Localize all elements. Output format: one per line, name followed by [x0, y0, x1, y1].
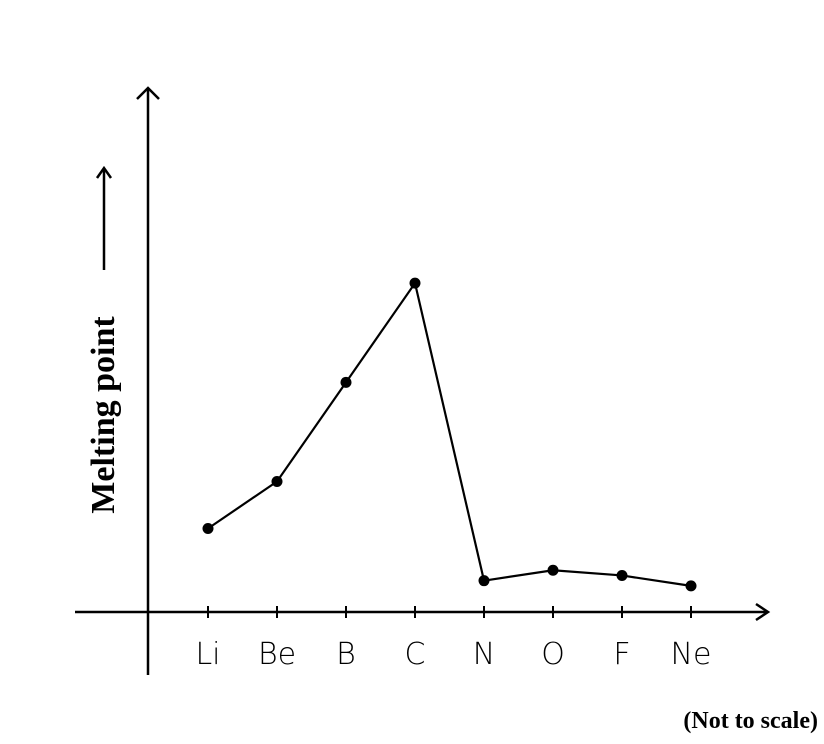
point: [271, 476, 283, 487]
x-tick-label: Be: [258, 637, 296, 672]
axes: [75, 86, 771, 675]
x-tick-label: Ne: [671, 637, 712, 672]
x-tick-label: O: [541, 637, 565, 672]
point: [202, 522, 214, 534]
x-tick-label: B: [336, 637, 356, 672]
point: [478, 575, 490, 587]
point: [340, 376, 352, 388]
x-tick-label: F: [613, 637, 630, 672]
x-axis-arrow: [755, 602, 771, 622]
point: [685, 580, 697, 592]
line: [207, 280, 692, 587]
label-arrow-head: [95, 165, 113, 179]
x-tick-label: C: [405, 637, 426, 672]
point: [409, 277, 421, 289]
x-tick-label: Li: [195, 637, 220, 672]
y-axis-arrow: [136, 86, 160, 100]
x-tick-label: N: [473, 637, 495, 672]
y-axis-label: Melting point: [85, 316, 122, 514]
point: [547, 564, 559, 576]
annotation: (Not to scale): [683, 708, 818, 734]
point: [616, 569, 628, 581]
